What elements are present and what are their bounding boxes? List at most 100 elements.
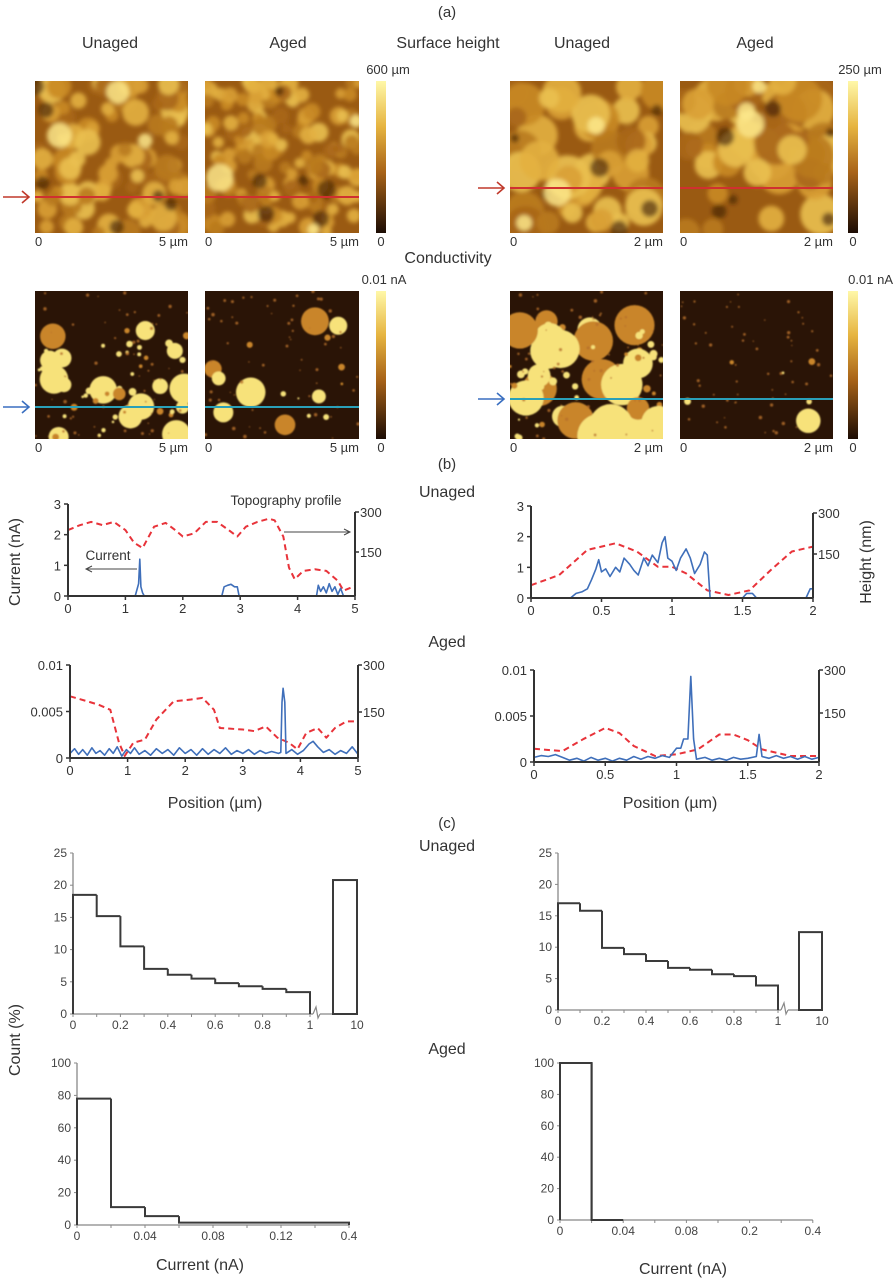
y-tick-label: 25 xyxy=(539,846,553,860)
histogram-bin xyxy=(261,986,287,990)
scan-axis-end: 5 µm xyxy=(159,234,188,249)
profile-chart-profile-unaged-2um xyxy=(527,505,817,602)
x-tick-label: 0 xyxy=(527,603,534,618)
scan-axis-end: 2 µm xyxy=(634,440,663,455)
x-tick-label: 0.8 xyxy=(726,1014,743,1028)
y-tick-label: 0.005 xyxy=(30,705,63,720)
x-axis-label: Current (nA) xyxy=(156,1257,244,1274)
y-tick-label: 80 xyxy=(541,1087,555,1101)
column-header: Aged xyxy=(736,35,773,52)
colorbar xyxy=(376,81,386,233)
y-tick-label: 80 xyxy=(58,1088,72,1102)
y-tick-label: 20 xyxy=(54,878,68,892)
histogram-hist-aged-2um xyxy=(557,1062,814,1223)
y-tick-label: 40 xyxy=(58,1153,72,1167)
y-tick-label: 25 xyxy=(54,846,68,860)
conductivity-map-image xyxy=(510,291,663,439)
panel-label-c: (c) xyxy=(438,815,456,832)
histogram-bin xyxy=(559,1062,593,1220)
topography-profile-line xyxy=(530,542,814,596)
x-tick-label: 1 xyxy=(668,603,675,618)
y-tick-label: 0.005 xyxy=(494,709,527,724)
y-tick-label: 10 xyxy=(539,940,553,954)
x-tick-label: 1 xyxy=(775,1014,782,1028)
x-tick-label: 0.08 xyxy=(201,1229,225,1243)
y2-tick-label: 300 xyxy=(818,506,840,521)
y2-tick-label: 300 xyxy=(824,663,846,678)
histogram-bin xyxy=(557,902,580,1010)
section-title-conductivity: Conductivity xyxy=(404,250,491,267)
x-tick-label: 5 xyxy=(351,601,358,616)
scan-axis-start: 0 xyxy=(510,234,517,249)
x-tick-label: 1 xyxy=(122,601,129,616)
x-tick-label: 3 xyxy=(239,763,246,778)
x-tick-label: 0.4 xyxy=(159,1018,176,1032)
current-line xyxy=(531,535,813,599)
y-tick-label: 100 xyxy=(51,1056,71,1070)
colorbar-min-label: 0 xyxy=(849,234,856,249)
histogram-bin xyxy=(190,974,216,980)
column-header: Unaged xyxy=(554,35,610,52)
height-map-image xyxy=(205,81,359,233)
x-tick-label: 0.4 xyxy=(638,1014,655,1028)
profile-chart-profile-unaged-5um xyxy=(64,503,359,600)
y-tick-label: 100 xyxy=(534,1056,554,1070)
y-tick-label: 20 xyxy=(541,1182,555,1196)
y-tick-label: 0.01 xyxy=(38,658,63,673)
annotation-topography-profile: Topography profile xyxy=(230,493,341,508)
arrow-right-icon xyxy=(284,528,352,536)
scan-axis-start: 0 xyxy=(205,234,212,249)
x-tick-label: 0.04 xyxy=(133,1229,157,1243)
x-tick-label: 0.04 xyxy=(612,1224,636,1238)
histogram-bin xyxy=(667,961,690,969)
topography-profile-line xyxy=(533,726,819,757)
x-tick-label: 0.6 xyxy=(682,1014,699,1028)
column-header: Surface height xyxy=(396,35,500,52)
y-tick-label: 20 xyxy=(539,877,553,891)
scan-axis-end: 5 µm xyxy=(330,234,359,249)
histogram-bin xyxy=(601,910,624,949)
x-tick-label: 3 xyxy=(237,601,244,616)
x-tick-label: 2 xyxy=(815,767,822,782)
x-tick-label: 1.5 xyxy=(733,603,751,618)
x-tick-label: 0 xyxy=(66,763,73,778)
x-tick-label: 0 xyxy=(70,1018,77,1032)
topography-profile-line xyxy=(69,695,358,757)
colorbar-max-label: 0.01 nA xyxy=(362,272,407,287)
x-tick-label: 5 xyxy=(354,763,361,778)
y-axis-label-current: Current (nA) xyxy=(7,518,24,606)
arrow-left-icon xyxy=(84,565,137,573)
y-axis-label-height: Height (nm) xyxy=(858,520,875,604)
x-tick-label: 2 xyxy=(809,603,816,618)
colorbar-min-label: 0 xyxy=(377,440,384,455)
x-axis-label: Current (nA) xyxy=(639,1261,727,1278)
topography-profile-line xyxy=(67,517,356,592)
histogram-bin xyxy=(95,894,121,918)
x-tick-label: 0.2 xyxy=(594,1014,611,1028)
x-tick-label: 0.2 xyxy=(112,1018,129,1032)
scan-axis-start: 0 xyxy=(510,440,517,455)
y-tick-label: 1 xyxy=(517,560,524,575)
x-tick-label: 0 xyxy=(557,1224,564,1238)
scan-axis-start: 0 xyxy=(35,440,42,455)
x-tick-label: 0.6 xyxy=(207,1018,224,1032)
row-title-unaged: Unaged xyxy=(419,838,475,855)
colorbar-max-label: 0.01 nA xyxy=(848,272,893,287)
histogram-bin xyxy=(214,978,239,985)
current-line xyxy=(533,675,820,762)
x-tick-label: 1.5 xyxy=(739,767,757,782)
colorbar-max-label: 250 µm xyxy=(838,62,882,77)
y2-tick-label: 300 xyxy=(360,505,382,520)
panel-label-b: (b) xyxy=(438,456,456,473)
y-tick-label: 20 xyxy=(58,1186,72,1200)
arrow-right-icon xyxy=(3,190,31,204)
arrow-right-icon xyxy=(478,392,506,406)
x-tick-label: 0 xyxy=(74,1229,81,1243)
histogram-bin xyxy=(623,947,646,956)
profile-chart-profile-aged-5um xyxy=(66,664,362,762)
y2-tick-label: 150 xyxy=(818,547,840,562)
y-tick-label: 0 xyxy=(545,1003,552,1017)
axis-break-icon xyxy=(780,1000,789,1016)
